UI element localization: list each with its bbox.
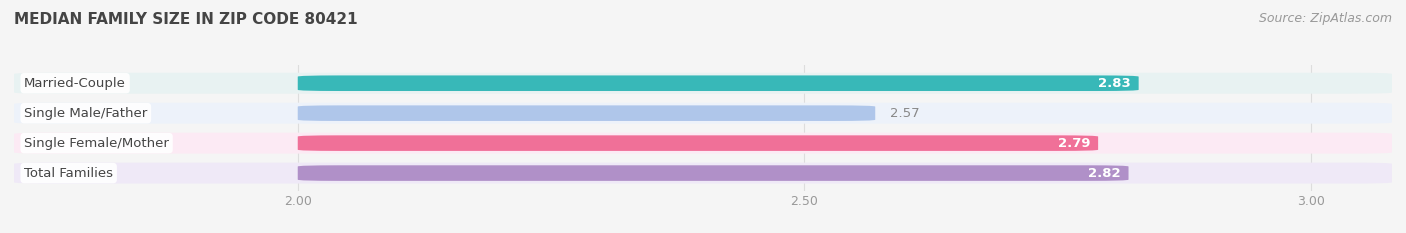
FancyBboxPatch shape bbox=[14, 133, 1392, 154]
Text: Married-Couple: Married-Couple bbox=[24, 77, 127, 90]
FancyBboxPatch shape bbox=[298, 105, 875, 121]
FancyBboxPatch shape bbox=[298, 165, 1129, 181]
Text: Single Male/Father: Single Male/Father bbox=[24, 107, 148, 120]
FancyBboxPatch shape bbox=[298, 75, 1139, 91]
FancyBboxPatch shape bbox=[298, 135, 1098, 151]
Text: MEDIAN FAMILY SIZE IN ZIP CODE 80421: MEDIAN FAMILY SIZE IN ZIP CODE 80421 bbox=[14, 12, 357, 27]
Text: 2.83: 2.83 bbox=[1098, 77, 1130, 90]
Text: 2.79: 2.79 bbox=[1057, 137, 1090, 150]
Text: 2.57: 2.57 bbox=[890, 107, 920, 120]
Text: Source: ZipAtlas.com: Source: ZipAtlas.com bbox=[1258, 12, 1392, 25]
FancyBboxPatch shape bbox=[14, 73, 1392, 94]
Text: Single Female/Mother: Single Female/Mother bbox=[24, 137, 169, 150]
Text: Total Families: Total Families bbox=[24, 167, 114, 180]
FancyBboxPatch shape bbox=[14, 163, 1392, 184]
Text: 2.82: 2.82 bbox=[1088, 167, 1121, 180]
FancyBboxPatch shape bbox=[14, 103, 1392, 124]
